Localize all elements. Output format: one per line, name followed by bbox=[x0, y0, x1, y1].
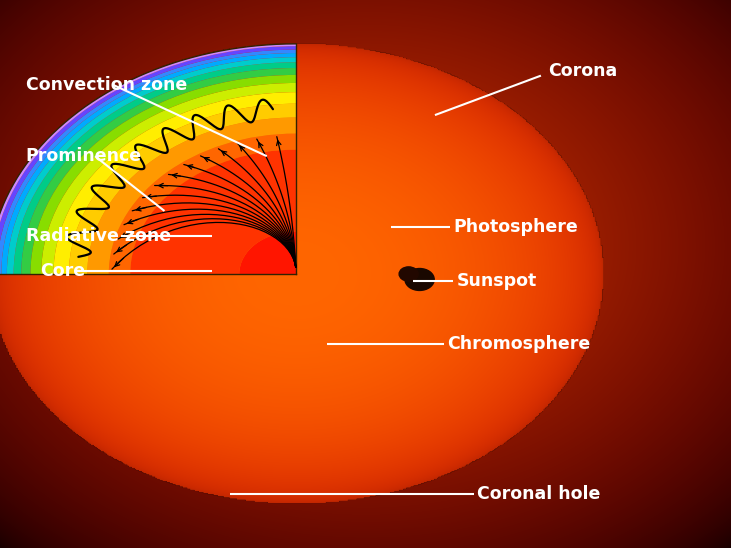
Wedge shape bbox=[53, 92, 296, 274]
Wedge shape bbox=[0, 50, 296, 274]
Wedge shape bbox=[41, 83, 296, 274]
Wedge shape bbox=[1, 53, 296, 274]
Wedge shape bbox=[130, 150, 296, 274]
Circle shape bbox=[399, 267, 418, 281]
Wedge shape bbox=[21, 68, 296, 274]
Wedge shape bbox=[87, 117, 296, 274]
Text: Radiative zone: Radiative zone bbox=[26, 227, 171, 244]
Wedge shape bbox=[239, 231, 296, 274]
Wedge shape bbox=[69, 104, 296, 274]
Text: Photosphere: Photosphere bbox=[453, 219, 578, 236]
Wedge shape bbox=[14, 62, 296, 274]
Wedge shape bbox=[0, 44, 296, 274]
Text: Core: Core bbox=[40, 262, 86, 280]
Text: Sunspot: Sunspot bbox=[457, 272, 537, 289]
Text: Convection zone: Convection zone bbox=[26, 76, 187, 94]
Wedge shape bbox=[31, 75, 296, 274]
Wedge shape bbox=[0, 46, 296, 274]
Circle shape bbox=[405, 269, 434, 290]
Wedge shape bbox=[109, 134, 296, 274]
Text: Prominence: Prominence bbox=[26, 147, 142, 165]
Text: Coronal hole: Coronal hole bbox=[477, 486, 601, 503]
Wedge shape bbox=[7, 57, 296, 274]
Text: Corona: Corona bbox=[548, 62, 618, 80]
Text: Chromosphere: Chromosphere bbox=[447, 335, 591, 352]
